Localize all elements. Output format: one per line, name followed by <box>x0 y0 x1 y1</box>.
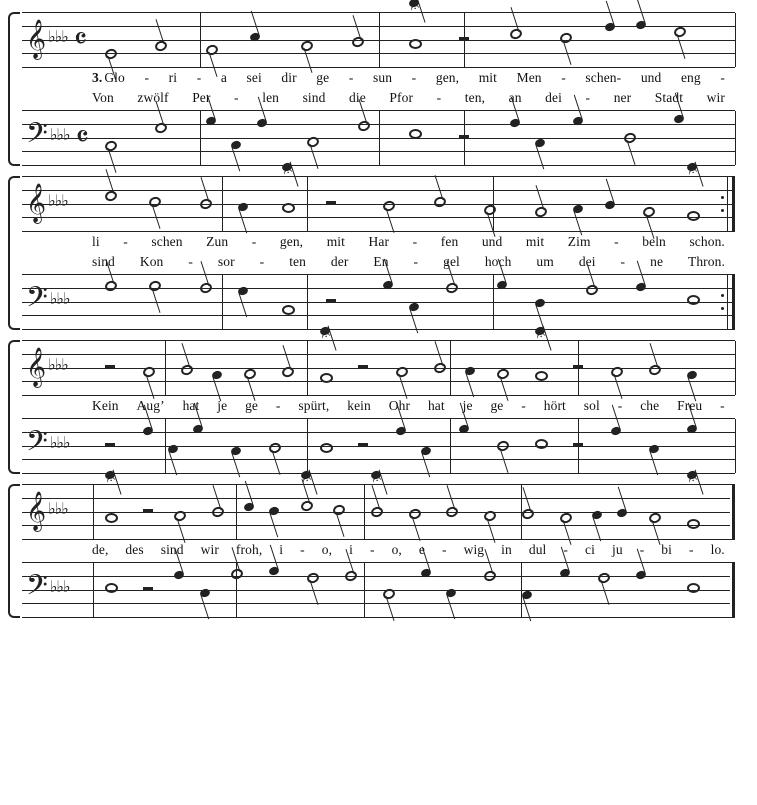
treble-notes-3: 𝄐 𝄐 <box>92 341 725 395</box>
staff-prolog: 𝄞 ♭♭♭ 𝄴 <box>26 7 87 73</box>
bass-staff: 𝄢 ♭♭♭ <box>22 562 735 618</box>
staff-prolog: 𝄢 ♭♭♭ <box>26 557 70 623</box>
lyrics-line-3a: Kein Aug’ hat je ge - spürt, kein Ohr ha… <box>92 398 735 414</box>
key-signature: ♭♭♭ <box>48 30 68 46</box>
treble-staff: 𝄞 ♭♭♭ 𝄐 <box>22 340 735 396</box>
lyrics-line-1b: Von zwölf Per - len sind die Pfor - ten,… <box>92 90 735 106</box>
bass-staff: 𝄢 ♭♭♭ <box>22 418 735 474</box>
staff-prolog: 𝄞 ♭♭♭ <box>26 479 68 545</box>
time-signature: 𝄴 <box>76 123 89 153</box>
key-signature: ♭♭♭ <box>50 128 70 144</box>
rest <box>105 443 115 447</box>
bass-notes-1 <box>92 111 725 165</box>
fermata-icon: 𝄐 <box>281 162 293 173</box>
lyrics-line-1a: 3.Glo - ri - a sei dir ge - sun - gen, m… <box>92 70 735 86</box>
rest <box>358 443 368 447</box>
rest <box>326 201 336 205</box>
treble-staff: 𝄞 ♭♭♭ 𝄴 𝄐 <box>22 12 735 68</box>
grand-staff-3: 𝄞 ♭♭♭ 𝄐 <box>22 340 735 474</box>
system-3: 𝄞 ♭♭♭ 𝄐 <box>22 340 735 474</box>
treble-clef-icon: 𝄞 <box>26 351 46 385</box>
treble-staff: 𝄞 ♭♭♭ 𝄐 <box>22 176 735 232</box>
system-brace <box>8 484 20 618</box>
system-brace <box>8 176 20 330</box>
bass-notes-3 <box>92 419 725 473</box>
staff-prolog: 𝄞 ♭♭♭ <box>26 335 68 401</box>
treble-clef-icon: 𝄞 <box>26 495 46 529</box>
bass-clef-icon: 𝄢 <box>26 285 48 319</box>
grand-staff-1: 𝄞 ♭♭♭ 𝄴 𝄐 <box>22 12 735 166</box>
bass-notes-2 <box>92 275 725 329</box>
bass-staff: 𝄢 ♭♭♭ <box>22 274 735 330</box>
bass-clef-icon: 𝄢 <box>26 573 48 607</box>
system-2: 𝄞 ♭♭♭ 𝄐 <box>22 176 735 330</box>
fermata-icon: 𝄐 <box>300 470 312 481</box>
treble-notes-2: 𝄐 𝄐 <box>92 177 725 231</box>
fermata-icon: 𝄐 <box>686 162 698 173</box>
treble-staff: 𝄞 ♭♭♭ 𝄐 𝄐 <box>22 484 735 540</box>
key-signature: ♭♭♭ <box>48 194 68 210</box>
key-signature: ♭♭♭ <box>50 580 70 596</box>
grand-staff-2: 𝄞 ♭♭♭ 𝄐 <box>22 176 735 330</box>
bass-clef-icon: 𝄢 <box>26 429 48 463</box>
key-signature: ♭♭♭ <box>50 292 70 308</box>
system-brace <box>8 340 20 474</box>
bass-staff: 𝄢 ♭♭♭ 𝄴 <box>22 110 735 166</box>
staff-prolog: 𝄞 ♭♭♭ <box>26 171 68 237</box>
bass-clef-icon: 𝄢 <box>26 121 48 155</box>
key-signature: ♭♭♭ <box>48 358 68 374</box>
system-brace <box>8 12 20 166</box>
rest <box>326 299 336 303</box>
bass-notes-4 <box>92 563 725 617</box>
staff-prolog: 𝄢 ♭♭♭ 𝄴 <box>26 105 89 171</box>
treble-clef-icon: 𝄞 <box>26 187 46 221</box>
staff-prolog: 𝄢 ♭♭♭ <box>26 413 70 479</box>
score-page: 𝄞 ♭♭♭ 𝄴 𝄐 <box>0 0 757 644</box>
rest <box>143 587 153 591</box>
fermata-icon: 𝄐 <box>686 470 698 481</box>
fermata-icon: 𝄐 <box>104 470 116 481</box>
staff-prolog: 𝄢 ♭♭♭ <box>26 269 70 335</box>
grand-staff-4: 𝄞 ♭♭♭ 𝄐 𝄐 <box>22 484 735 618</box>
key-signature: ♭♭♭ <box>48 502 68 518</box>
lyrics-line-2a: li - schen Zun - gen, mit Har - fen und … <box>92 234 735 250</box>
system-1: 𝄞 ♭♭♭ 𝄴 𝄐 <box>22 12 735 166</box>
time-signature: 𝄴 <box>74 25 87 55</box>
rest <box>105 365 115 369</box>
stanza-number: 3. <box>92 70 102 85</box>
treble-notes-4: 𝄐 𝄐 𝄐 <box>92 485 725 539</box>
key-signature: ♭♭♭ <box>50 436 70 452</box>
system-4: 𝄞 ♭♭♭ 𝄐 𝄐 <box>22 484 735 618</box>
rest <box>358 365 368 369</box>
fermata-icon: 𝄐 <box>408 0 420 8</box>
fermata-icon: 𝄐 <box>370 470 382 481</box>
treble-clef-icon: 𝄞 <box>26 23 46 57</box>
treble-notes-1: 𝄐 <box>92 13 725 67</box>
fermata-icon: 𝄐 <box>319 326 331 337</box>
rest <box>143 509 153 513</box>
